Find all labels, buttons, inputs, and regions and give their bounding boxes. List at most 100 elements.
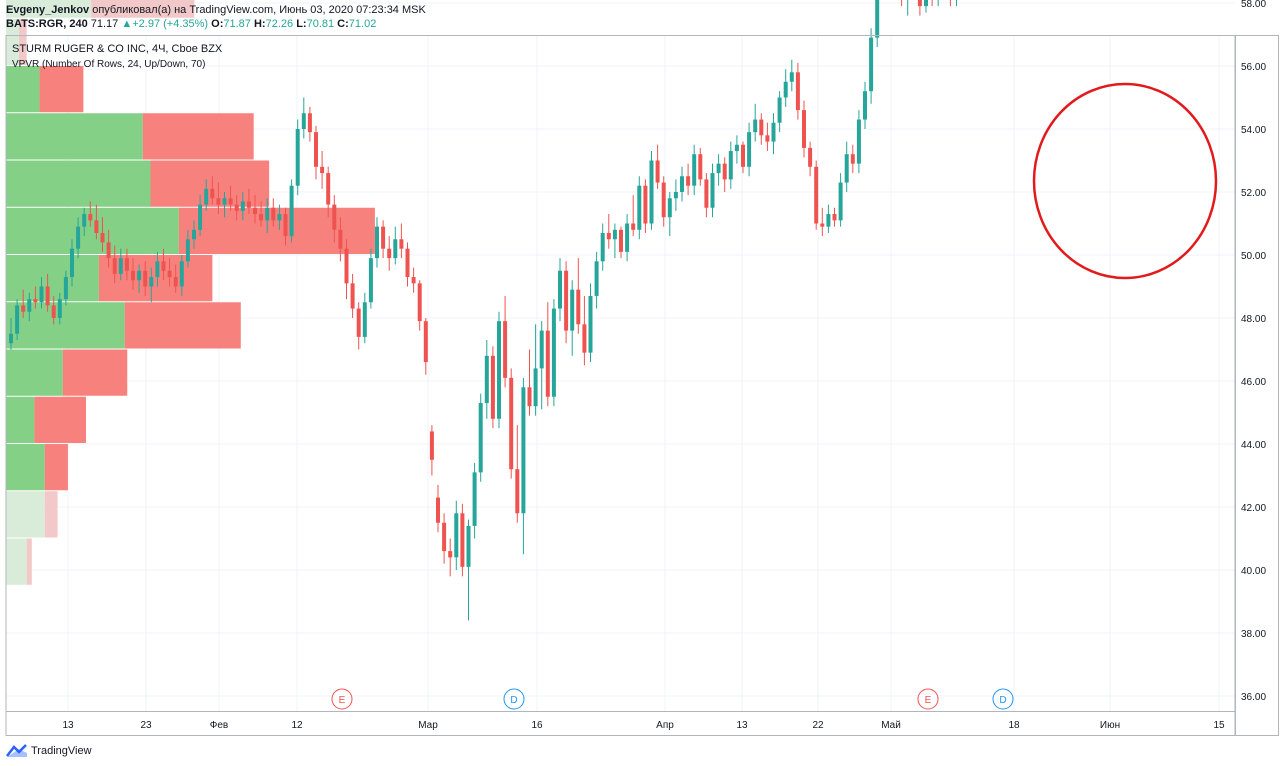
price-tick-label: 42.00 <box>1241 503 1266 514</box>
close-label: C: <box>337 18 349 30</box>
annotation-circle <box>1032 82 1218 280</box>
tradingview-brand[interactable]: TradingView <box>31 745 92 757</box>
candle-body <box>222 198 227 205</box>
time-tick-label: 23 <box>140 720 152 731</box>
candle-body <box>124 258 129 271</box>
candle <box>673 179 678 211</box>
candle-body <box>216 198 221 205</box>
candle <box>826 204 831 233</box>
candle-body <box>539 330 544 369</box>
candle <box>924 0 928 13</box>
vp-up-bar <box>6 349 63 396</box>
candle-body <box>759 119 764 136</box>
chart-grid <box>6 2 1235 711</box>
candle-body <box>606 232 611 240</box>
candle <box>259 201 264 227</box>
candle-body <box>417 283 422 322</box>
candle <box>515 425 520 523</box>
event-label: D <box>999 695 1006 706</box>
candle-body <box>826 214 831 227</box>
candle-body <box>625 223 630 252</box>
candle-body <box>521 387 526 514</box>
candle-body <box>271 207 276 221</box>
candle <box>106 229 111 268</box>
candle-body <box>497 321 501 419</box>
candle <box>576 258 581 334</box>
candle <box>643 179 648 233</box>
candle <box>802 100 806 158</box>
time-tick-label: 12 <box>291 720 303 731</box>
candle-body <box>33 299 38 303</box>
candle <box>198 195 203 237</box>
time-tick-label: Май <box>881 720 901 731</box>
candle <box>478 393 483 482</box>
candle-body <box>558 270 562 309</box>
candle <box>850 144 855 174</box>
candle <box>51 295 56 325</box>
candle <box>204 179 209 211</box>
open-label: O: <box>211 18 224 30</box>
candle <box>381 220 386 259</box>
candle-body <box>533 368 538 407</box>
candle-body <box>777 97 782 123</box>
vp-down-bar <box>62 349 128 396</box>
candle-body <box>21 305 26 312</box>
candle <box>362 292 367 344</box>
candle <box>619 226 623 259</box>
candle <box>436 484 440 533</box>
candle <box>820 207 825 237</box>
candle-body <box>277 214 282 221</box>
dividend-marker[interactable]: D <box>992 688 1014 710</box>
candle-body <box>253 207 257 215</box>
quote-line: BATS:RGR, 240 71.17 ▲+2.97 (+4.35%) O:71… <box>6 17 1276 31</box>
candle <box>814 160 819 230</box>
time-tick-label: Июн <box>1100 720 1120 731</box>
vp-down-bar <box>142 113 254 160</box>
candle <box>222 192 227 218</box>
indicator-label: VPVR (Number Of Rows, 24, Up/Down, 70) <box>12 59 205 70</box>
candle <box>21 289 26 318</box>
candle <box>411 267 416 293</box>
candle <box>192 220 196 249</box>
candle <box>124 248 129 281</box>
candle-body <box>582 324 587 353</box>
candle <box>387 236 392 271</box>
candle <box>167 258 172 287</box>
candle <box>558 258 562 322</box>
candle <box>570 280 575 356</box>
candle-body <box>747 132 752 167</box>
candle <box>539 321 544 410</box>
candle <box>283 207 288 246</box>
candle <box>582 295 587 366</box>
candle <box>869 28 874 104</box>
price-tick-label: 46.00 <box>1241 377 1266 388</box>
candle <box>875 0 880 48</box>
candle-body <box>45 286 50 306</box>
candle-body <box>698 154 703 180</box>
candle <box>88 201 93 227</box>
author-name[interactable]: Evgeny_Jenkov <box>6 4 90 16</box>
candle-body <box>326 173 331 205</box>
candle-body <box>118 258 123 274</box>
candle-body <box>771 122 776 142</box>
candle-body <box>375 226 379 259</box>
candle-body <box>515 469 520 514</box>
candle-body <box>869 37 874 92</box>
candle <box>417 280 422 331</box>
candle <box>448 538 453 577</box>
candle <box>484 340 489 419</box>
price-tick-label: 40.00 <box>1241 566 1266 577</box>
tradingview-logo-icon[interactable] <box>6 744 28 758</box>
vp-up-bar <box>6 0 92 18</box>
vp-up-bar <box>6 255 99 302</box>
dividend-marker[interactable]: D <box>503 688 525 710</box>
earnings-marker[interactable]: E <box>331 688 353 710</box>
event-label: D <box>510 695 517 706</box>
candle <box>246 188 251 215</box>
candle <box>649 151 654 230</box>
earnings-marker[interactable]: E <box>917 688 939 710</box>
time-tick-label: 18 <box>1008 720 1020 731</box>
candle <box>368 248 373 309</box>
candle-body <box>875 0 880 38</box>
